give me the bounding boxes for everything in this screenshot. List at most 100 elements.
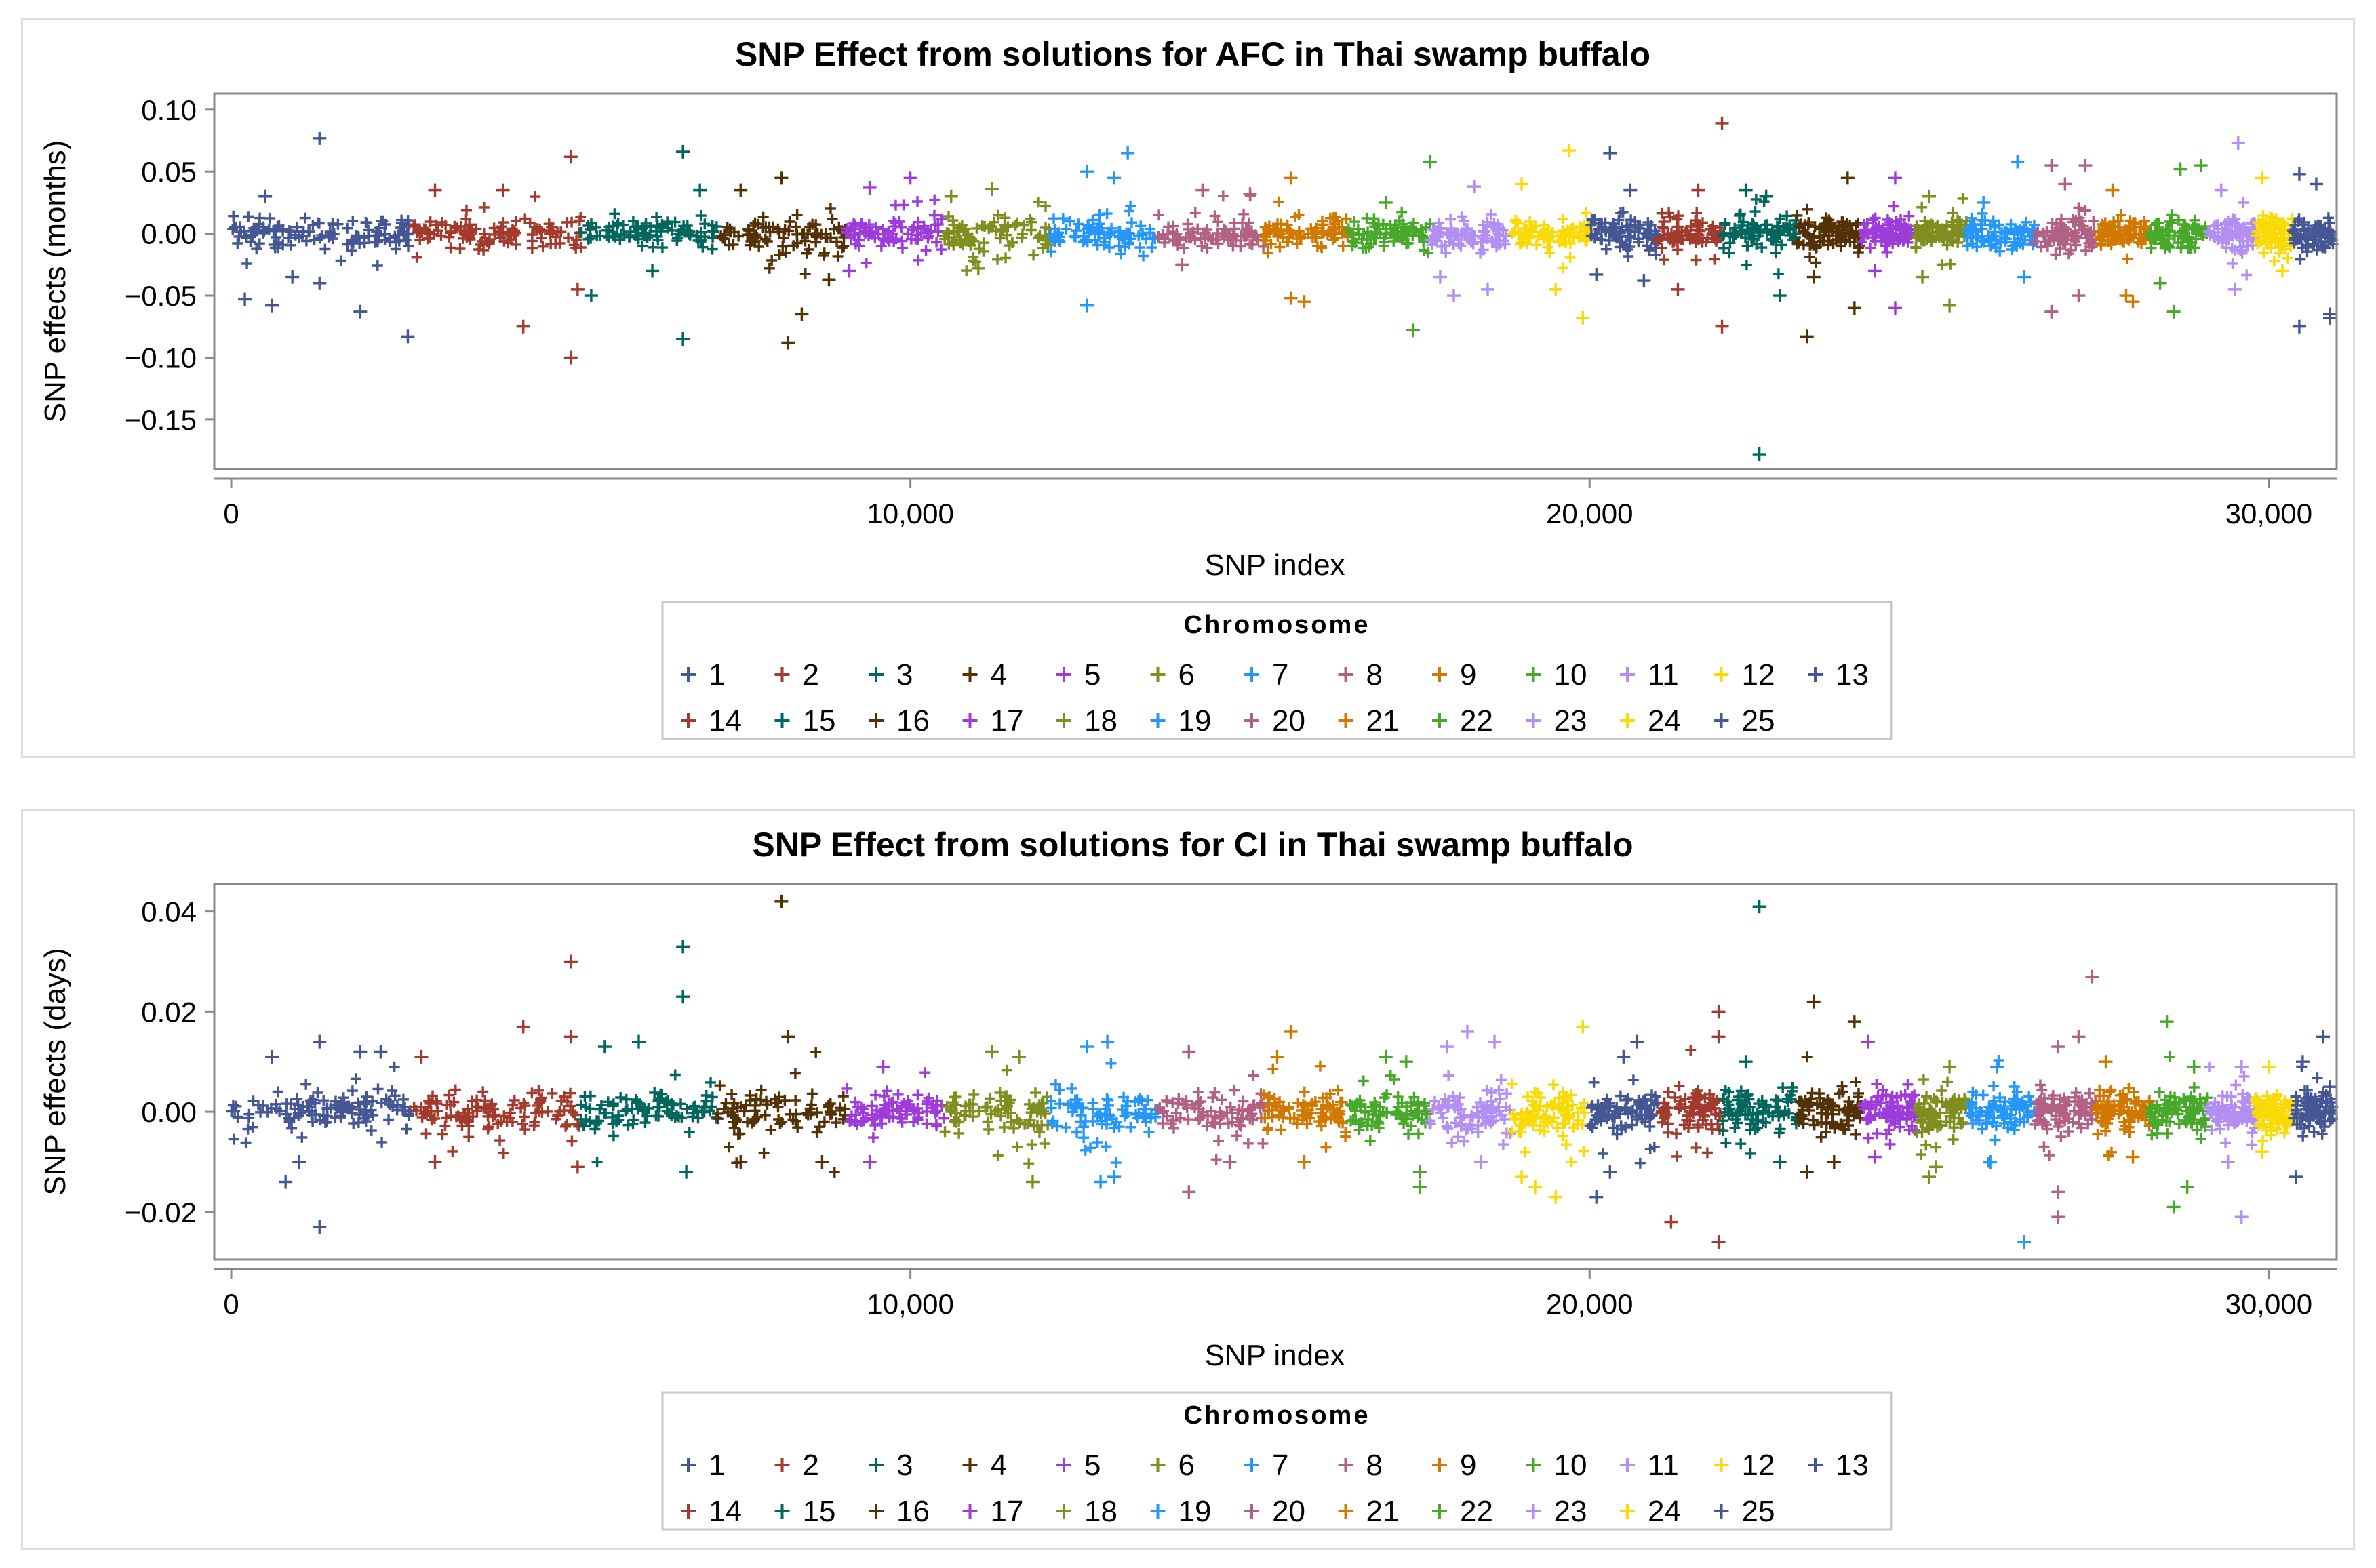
series-chr-4 xyxy=(712,894,851,1178)
legend-label: 19 xyxy=(1179,1495,1212,1528)
data-point-outlier xyxy=(1671,282,1685,296)
data-point-outlier xyxy=(1977,195,1991,209)
legend-label: 23 xyxy=(1554,704,1587,738)
series-chr-25 xyxy=(2287,167,2339,334)
y-tick-label: 0.10 xyxy=(141,94,197,126)
data-point-outlier xyxy=(944,189,958,203)
series-chr-22 xyxy=(2145,159,2213,319)
series-chr-15 xyxy=(1717,183,1802,462)
legend-label: 6 xyxy=(1179,1449,1195,1482)
legend-item-4: 4 xyxy=(962,658,1007,691)
data-point-outlier xyxy=(1182,1045,1196,1059)
legend-label: 25 xyxy=(1742,1495,1775,1528)
data-point-outlier xyxy=(1270,1049,1284,1064)
data-point-outlier xyxy=(1847,301,1861,315)
data-point-outlier xyxy=(985,1045,999,1059)
data-point-outlier xyxy=(903,171,917,185)
data-point-outlier xyxy=(313,276,327,290)
series-chr-11 xyxy=(1425,1024,1516,1169)
data-point-outlier xyxy=(1223,1154,1237,1169)
series-chr-9 xyxy=(1259,171,1353,309)
data-point-outlier xyxy=(2228,282,2242,296)
data-point-outlier xyxy=(1847,1015,1861,1029)
data-point-outlier xyxy=(1589,267,1604,281)
y-axis: 0.10 0.05 0.00 −0.05 −0.10 −0.15 SNP effects (… xyxy=(39,94,214,436)
data-point-cluster xyxy=(715,203,850,279)
data-point-outlier xyxy=(676,332,690,346)
legend-label: 10 xyxy=(1554,658,1587,691)
y-tick-label: 0.05 xyxy=(141,156,197,188)
legend-marker xyxy=(1620,1504,1635,1519)
legend-item-16: 16 xyxy=(869,704,930,738)
data-point-outlier xyxy=(795,307,809,321)
data-point-outlier xyxy=(1916,270,1930,284)
data-point-outlier xyxy=(1576,310,1590,325)
data-point-outlier xyxy=(1773,1154,1787,1169)
series-chr-14 xyxy=(1652,116,1729,334)
data-point-outlier xyxy=(1711,1235,1726,1249)
data-point-outlier xyxy=(563,954,578,969)
data-point-outlier xyxy=(2044,304,2059,319)
data-point-outlier xyxy=(2295,1055,2310,1069)
y-tick-label: 0.00 xyxy=(141,218,197,250)
data-point-outlier xyxy=(2166,1200,2181,1214)
legend-marker xyxy=(1714,1458,1729,1472)
data-point-outlier xyxy=(1664,1215,1678,1229)
x-tick-label: 30,000 xyxy=(2225,1288,2312,1320)
y-tick-label: 0.02 xyxy=(141,996,197,1028)
data-point-outlier xyxy=(863,180,877,195)
series-chr-20 xyxy=(2029,159,2100,319)
data-point-outlier xyxy=(2187,1060,2201,1074)
data-point-outlier xyxy=(1562,144,1577,158)
x-tick-label: 0 xyxy=(223,498,239,529)
data-point-cluster xyxy=(227,210,414,271)
legend-marker xyxy=(1150,713,1166,728)
legend-marker xyxy=(1244,667,1259,682)
data-point-cluster xyxy=(1857,1079,1920,1150)
x-tick-label: 20,000 xyxy=(1546,498,1633,529)
data-point-outlier xyxy=(563,150,578,164)
data-point-outlier xyxy=(1739,183,1753,197)
y-axis: 0.04 0.02 0.00 −0.02 SNP effects (days) xyxy=(39,896,214,1228)
legend-item-17: 17 xyxy=(962,704,1023,738)
data-point-outlier xyxy=(1549,1190,1563,1204)
legend-marker xyxy=(869,713,884,728)
data-point-outlier xyxy=(1603,1165,1617,1179)
legend-item-12: 12 xyxy=(1714,1449,1775,1482)
data-point-outlier xyxy=(496,183,510,197)
data-point-outlier xyxy=(2292,319,2306,334)
data-point-outlier xyxy=(238,292,252,306)
legend-label: 7 xyxy=(1272,1449,1288,1482)
series-chr-18 xyxy=(1911,1060,1972,1184)
data-point-outlier xyxy=(2194,159,2208,173)
data-point-outlier xyxy=(1806,994,1821,1009)
data-point-cluster xyxy=(842,1067,950,1144)
legend-marker xyxy=(1808,667,1823,682)
legend-label: 8 xyxy=(1366,1449,1383,1482)
legend-item-15: 15 xyxy=(774,704,835,738)
legend-marker xyxy=(1714,667,1729,682)
data-point-outlier xyxy=(1412,1180,1427,1194)
data-point-outlier xyxy=(774,894,789,908)
data-point-outlier xyxy=(1399,1055,1413,1069)
legend-item-22: 22 xyxy=(1432,704,1493,738)
x-tick-label: 30,000 xyxy=(2225,498,2312,529)
data-point-outlier xyxy=(876,1060,890,1074)
data-point-outlier xyxy=(1752,447,1766,462)
legend-item-24: 24 xyxy=(1620,704,1681,738)
legend-marker xyxy=(1432,667,1447,682)
data-point-outlier xyxy=(1515,177,1529,191)
data-point-outlier xyxy=(1379,195,1393,209)
legend-marker xyxy=(774,1458,790,1472)
legend-label: 14 xyxy=(709,1495,742,1528)
legend-item-25: 25 xyxy=(1714,704,1775,738)
data-point-outlier xyxy=(985,182,999,196)
data-point-outlier xyxy=(2221,1154,2235,1169)
legend-label: 4 xyxy=(991,1449,1007,1482)
x-tick-label: 10,000 xyxy=(867,1288,953,1320)
legend-label: 8 xyxy=(1366,658,1383,691)
legend-marker xyxy=(1432,713,1447,728)
data-point-outlier xyxy=(1990,1060,2004,1074)
